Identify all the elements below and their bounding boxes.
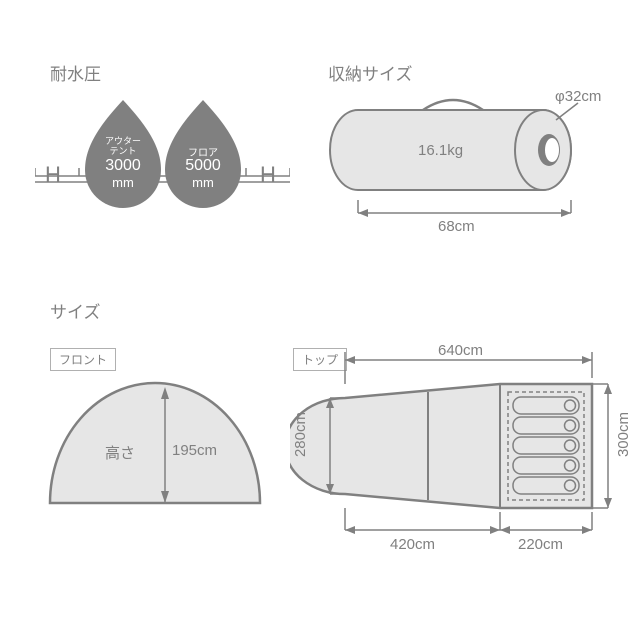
bottom-right-dim: 220cm [518, 536, 563, 553]
left-height: 280cm [292, 412, 309, 457]
size-title: サイズ [50, 298, 101, 323]
front-tag: フロント [50, 348, 116, 371]
waterproof-title: 耐水圧 [50, 60, 101, 85]
front-dome [40, 375, 270, 515]
height-label: 高さ [105, 442, 135, 463]
top-width: 640cm [438, 342, 483, 359]
h-left: H [45, 162, 61, 188]
drop1-unit: mm [112, 175, 134, 190]
right-height: 300cm [615, 412, 632, 457]
drop1-num: 3000 [105, 157, 141, 174]
storage-title: 収納サイズ [328, 60, 413, 85]
storage-length: 68cm [438, 218, 475, 235]
waterproof-diagram [35, 90, 290, 215]
storage-diagram [328, 85, 608, 240]
drop1-label: アウター テント [101, 137, 145, 157]
bottom-left-dim: 420cm [390, 536, 435, 553]
top-plan [290, 340, 620, 560]
height-value: 195cm [172, 442, 217, 459]
h-right: H [260, 162, 276, 188]
storage-diameter: φ32cm [555, 88, 601, 105]
drop1-value: 3000 mm [99, 158, 147, 191]
drop2-value: 5000 mm [179, 158, 227, 191]
drop2-num: 5000 [185, 157, 221, 174]
storage-weight: 16.1kg [418, 142, 463, 159]
drop2-unit: mm [192, 175, 214, 190]
